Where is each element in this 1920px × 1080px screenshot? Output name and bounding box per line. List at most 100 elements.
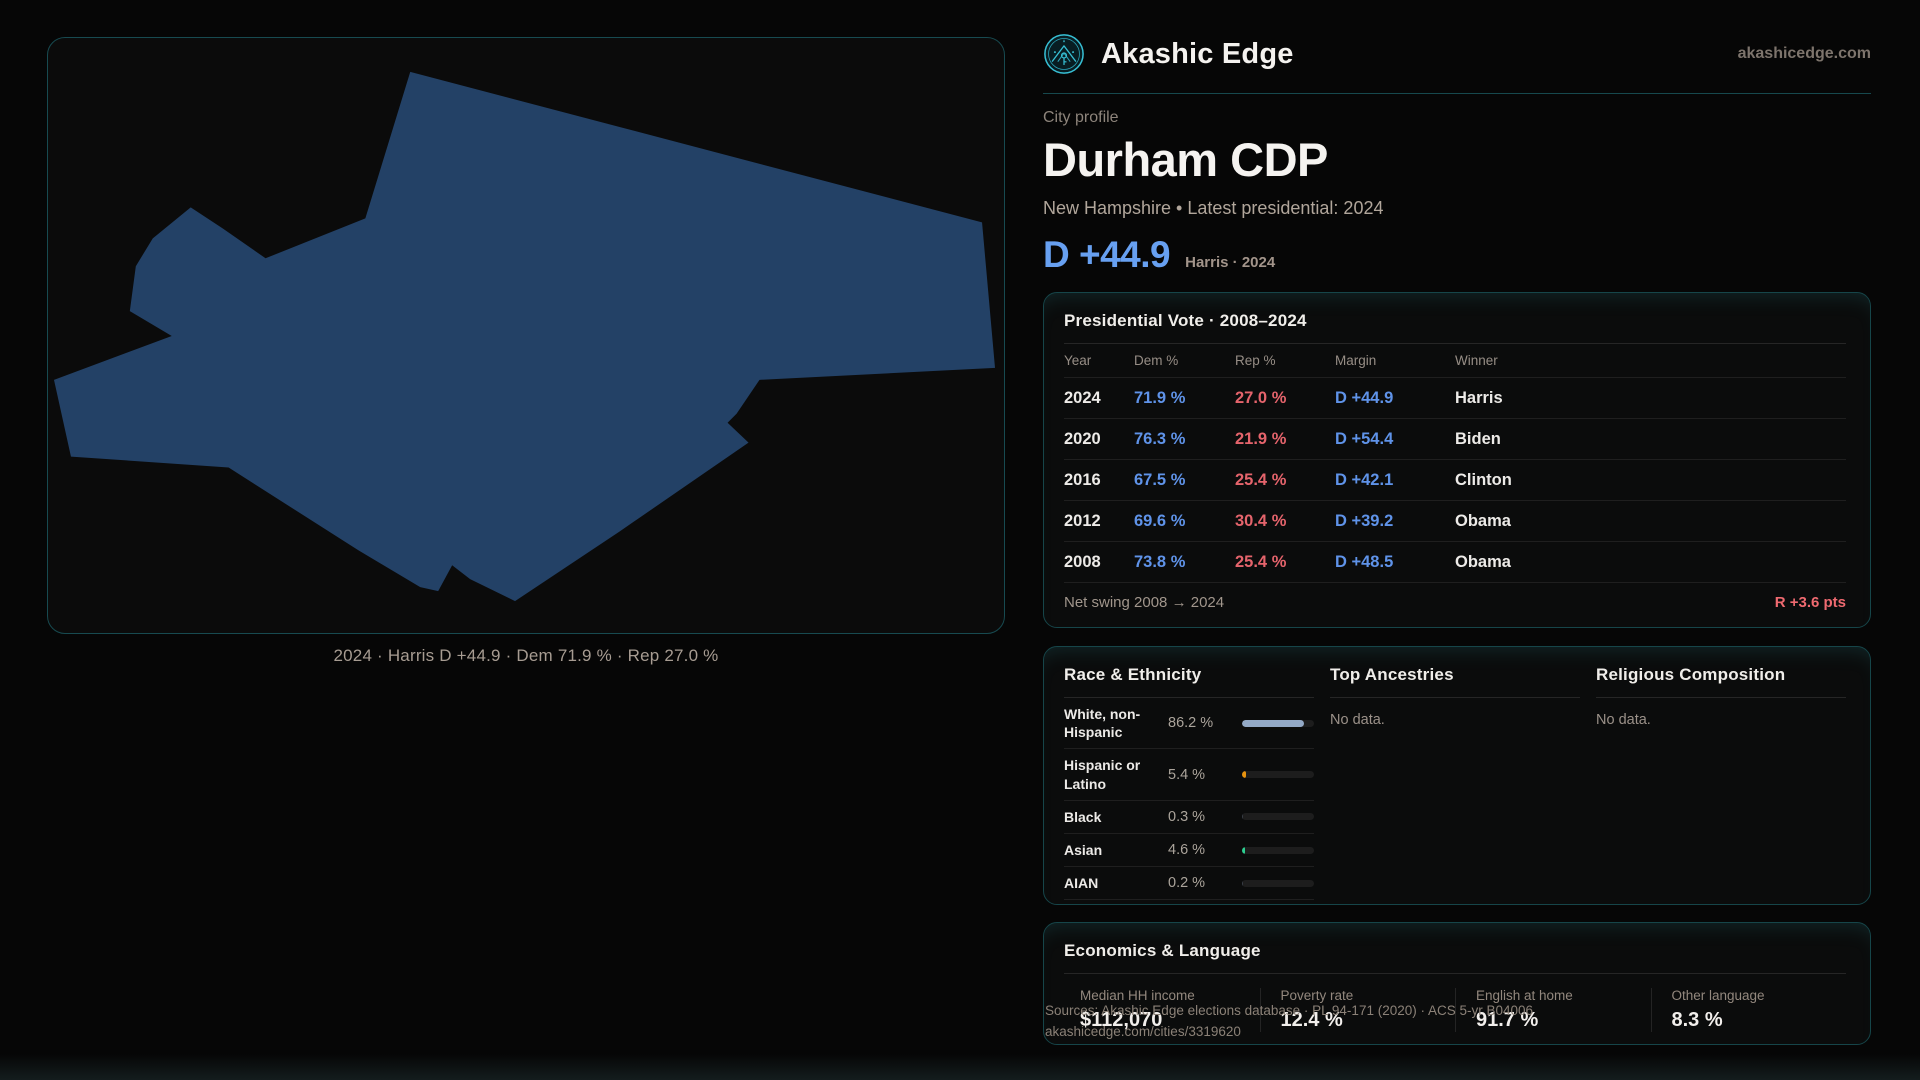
race-bar-track	[1242, 771, 1314, 779]
cell-year: 2020	[1064, 429, 1101, 448]
cell-margin: D +39.2	[1335, 511, 1394, 530]
race-bar-track	[1242, 879, 1314, 887]
city-boundary-polygon	[53, 71, 996, 602]
race-value: 4.6 %	[1168, 842, 1206, 859]
race-bar-track	[1242, 813, 1314, 821]
stat-value: 91.7 %	[1476, 1009, 1539, 1031]
economics-stat: Other language 8.3 %	[1650, 988, 1847, 1032]
col-margin: Margin	[1335, 353, 1377, 368]
ancestries-column: Top Ancestries No data.	[1330, 665, 1580, 900]
cell-dem-pct: 76.3 %	[1134, 429, 1186, 448]
bottom-glow	[0, 1054, 1920, 1080]
akashic-emblem-icon[interactable]	[1043, 33, 1085, 75]
race-value: 0.2 %	[1168, 875, 1206, 892]
brand-name[interactable]: Akashic Edge	[1101, 37, 1294, 70]
race-value: 0.3 %	[1168, 808, 1206, 825]
cell-winner: Biden	[1455, 429, 1501, 448]
cell-rep-pct: 25.4 %	[1235, 470, 1287, 489]
economics-stat: Median HH income $112,070	[1064, 988, 1260, 1032]
race-bar-fill	[1242, 813, 1243, 821]
election-table-row: 2016 67.5 % 25.4 % D +42.1 Clinton	[1064, 459, 1846, 500]
cell-winner: Obama	[1455, 552, 1511, 571]
page-subtitle: New Hampshire • Latest presidential: 202…	[1043, 198, 1384, 218]
cell-rep-pct: 25.4 %	[1235, 552, 1287, 571]
race-row: Black 0.3 %	[1064, 801, 1314, 834]
ancestries-empty-state: No data.	[1330, 712, 1385, 728]
margin-hero-caption: Harris · 2024	[1185, 254, 1276, 271]
cell-year: 2008	[1064, 552, 1101, 571]
page-title: Durham CDP	[1043, 133, 1328, 186]
cell-winner: Obama	[1455, 511, 1511, 530]
race-rows: White, non-Hispanic 86.2 % Hispanic or L…	[1064, 698, 1314, 901]
cell-margin: D +54.4	[1335, 429, 1394, 448]
race-title: Race & Ethnicity	[1064, 665, 1202, 684]
cell-rep-pct: 21.9 %	[1235, 429, 1287, 448]
sources-footer: Sources: Akashic Edge elections database…	[1045, 1004, 1665, 1038]
map-caption: 2024 · Harris D +44.9 · Dem 71.9 % · Rep…	[333, 646, 719, 665]
race-bar-track	[1242, 846, 1314, 854]
race-row: Asian 4.6 %	[1064, 834, 1314, 868]
religion-title: Religious Composition	[1596, 665, 1786, 684]
race-bar-fill	[1242, 879, 1243, 887]
economics-stat: Poverty rate 12.4 %	[1259, 988, 1456, 1032]
race-bar-fill	[1242, 846, 1246, 854]
election-table-row: 2012 69.6 % 30.4 % D +39.2 Obama	[1064, 500, 1846, 541]
race-bar-fill	[1242, 719, 1305, 727]
cell-rep-pct: 30.4 %	[1235, 511, 1287, 530]
religion-column: Religious Composition No data.	[1596, 665, 1846, 900]
divider	[1064, 973, 1846, 974]
stat-label: Other language	[1671, 988, 1765, 1003]
cell-winner: Harris	[1455, 388, 1503, 407]
margin-hero-value: D +44.9	[1043, 234, 1171, 275]
divider	[1596, 697, 1846, 698]
race-label: White, non-Hispanic	[1064, 706, 1141, 741]
stat-label: Median HH income	[1080, 988, 1195, 1003]
permalink[interactable]: akashicedge.com/cities/3319620	[1045, 1023, 1241, 1039]
economics-panel: Economics & Language Median HH income $1…	[1043, 922, 1871, 1045]
race-value: 5.4 %	[1168, 766, 1206, 783]
net-swing-row: Net swing 2008 → 2024 R +3.6 pts	[1064, 582, 1846, 622]
col-dem: Dem %	[1134, 353, 1179, 368]
net-swing-label: Net swing 2008 → 2024	[1064, 594, 1225, 611]
cell-dem-pct: 71.9 %	[1134, 388, 1186, 407]
site-header: Akashic Edge akashicedge.com	[1043, 30, 1871, 78]
cell-margin: D +48.5	[1335, 552, 1394, 571]
cell-rep-pct: 27.0 %	[1235, 388, 1287, 407]
race-label: Asian	[1064, 841, 1103, 858]
cell-margin: D +42.1	[1335, 470, 1394, 489]
demographics-panel: Race & Ethnicity White, non-Hispanic 86.…	[1043, 646, 1871, 905]
col-rep: Rep %	[1235, 353, 1276, 368]
cell-dem-pct: 69.6 %	[1134, 511, 1186, 530]
presidential-vote-panel: Presidential Vote · 2008–2024 Year Dem %…	[1043, 292, 1871, 628]
header-divider	[1043, 93, 1871, 94]
elections-title: Presidential Vote · 2008–2024	[1064, 311, 1307, 330]
election-table-row: 2024 71.9 % 27.0 % D +44.9 Harris	[1064, 377, 1846, 418]
sources-line: Sources: Akashic Edge elections database…	[1045, 1003, 1534, 1018]
election-table-row: 2008 73.8 % 25.4 % D +48.5 Obama	[1064, 541, 1846, 582]
margin-hero: D +44.9 Harris · 2024	[1043, 234, 1871, 276]
race-label: Black	[1064, 808, 1102, 825]
elections-table-body: 2024 71.9 % 27.0 % D +44.9 Harris 2020 7…	[1064, 377, 1846, 582]
stat-value: 8.3 %	[1671, 1009, 1723, 1031]
race-row: Hispanic or Latino 5.4 %	[1064, 749, 1314, 801]
cell-year: 2012	[1064, 511, 1101, 530]
site-domain-link[interactable]: akashicedge.com	[1737, 45, 1871, 62]
col-year: Year	[1064, 353, 1092, 368]
religion-empty-state: No data.	[1596, 712, 1651, 728]
cell-dem-pct: 67.5 %	[1134, 470, 1186, 489]
city-boundary-map	[47, 37, 1005, 634]
race-value: 86.2 %	[1168, 715, 1214, 732]
race-label: AIAN	[1064, 875, 1099, 892]
divider	[1330, 697, 1580, 698]
race-row: AIAN 0.2 %	[1064, 867, 1314, 901]
divider	[1064, 343, 1846, 344]
race-label: Hispanic or Latino	[1064, 757, 1141, 792]
net-swing-value: R +3.6 pts	[1774, 594, 1846, 611]
stat-label: English at home	[1476, 988, 1573, 1003]
economics-stat: English at home 91.7 %	[1455, 988, 1651, 1032]
profile-column: Akashic Edge akashicedge.com City profil…	[1043, 30, 1871, 1045]
page-eyebrow: City profile	[1043, 109, 1119, 126]
cell-margin: D +44.9	[1335, 388, 1394, 407]
stat-label: Poverty rate	[1280, 988, 1354, 1003]
ancestries-title: Top Ancestries	[1330, 665, 1454, 684]
